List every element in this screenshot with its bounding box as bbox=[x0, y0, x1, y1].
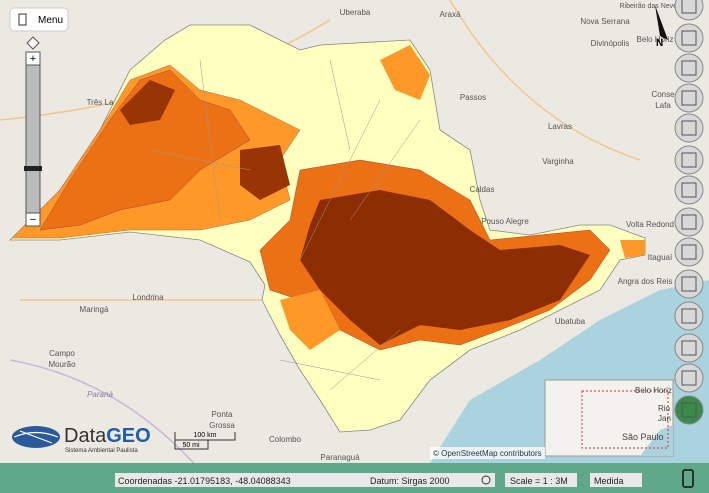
place-label: Londrina bbox=[132, 293, 164, 302]
place-label: Volta Redond bbox=[626, 220, 674, 229]
overview-sea bbox=[640, 425, 673, 456]
zoom-out-label[interactable]: − bbox=[30, 214, 36, 226]
tool-button[interactable] bbox=[674, 269, 704, 299]
coordinates-box bbox=[115, 473, 300, 487]
place-label: Araxá bbox=[440, 10, 461, 19]
north-label: N bbox=[656, 38, 663, 49]
measure[interactable]: Medida bbox=[594, 476, 624, 486]
place-label: Ubatuba bbox=[555, 317, 586, 326]
zoom-in-label[interactable]: + bbox=[30, 53, 36, 65]
tool-icon bbox=[681, 152, 697, 168]
scale-km: 100 km bbox=[194, 432, 217, 439]
scale-bar bbox=[174, 432, 236, 450]
mobile-icon[interactable] bbox=[682, 469, 694, 488]
place-label: Conse bbox=[651, 90, 675, 99]
place-label: Belo Horiz bbox=[637, 35, 674, 44]
zoom-handle[interactable] bbox=[24, 166, 42, 171]
menu-icon bbox=[18, 13, 27, 26]
tool-icon bbox=[681, 340, 697, 356]
tool-button[interactable] bbox=[674, 207, 704, 237]
region-dark bbox=[300, 190, 590, 345]
place-label: Lafa bbox=[655, 101, 671, 110]
tool-button[interactable] bbox=[674, 237, 704, 267]
place-label: Ponta bbox=[212, 410, 233, 419]
attribution-bg bbox=[430, 447, 545, 459]
datum: Datum: Sirgas 2000 bbox=[370, 476, 450, 486]
toolbar bbox=[674, 0, 704, 425]
tool-icon bbox=[681, 214, 697, 230]
tool-icon bbox=[681, 244, 697, 260]
logo-globe-lines bbox=[13, 430, 59, 444]
tool-icon bbox=[681, 30, 697, 46]
place-label: Campo bbox=[49, 349, 75, 358]
tool-icon bbox=[681, 182, 697, 198]
place-label: Uberaba bbox=[340, 8, 371, 17]
region-red-orange bbox=[39, 69, 251, 231]
overview-label: São Paulo bbox=[622, 432, 664, 442]
menu-label[interactable]: Menu bbox=[38, 15, 63, 26]
measure-box[interactable] bbox=[590, 473, 642, 487]
tool-icon bbox=[681, 370, 697, 386]
place-label: Caldas bbox=[470, 185, 495, 194]
place-label: Angra dos Reis bbox=[618, 277, 673, 286]
overview-label: Rio bbox=[658, 404, 671, 413]
tool-icon bbox=[681, 0, 697, 14]
logo-name: DataGEO bbox=[64, 425, 151, 447]
region-orange bbox=[280, 45, 430, 350]
place-label: Paranaguá bbox=[320, 453, 360, 462]
tool-button[interactable] bbox=[674, 301, 704, 331]
zoom-out[interactable] bbox=[25, 212, 41, 227]
tool-button[interactable] bbox=[674, 113, 704, 143]
logo-subtitle: Sistema Ambiental Paulista bbox=[65, 448, 138, 454]
municipal-borders bbox=[149, 59, 421, 391]
place-label: Itaguaí bbox=[648, 253, 673, 262]
attribution: © OpenStreetMap contributors bbox=[433, 449, 542, 458]
tool-icon bbox=[681, 308, 697, 324]
zoom-slider[interactable] bbox=[25, 51, 41, 227]
place-label: Ribeirão das Neves bbox=[619, 3, 681, 10]
region-orange bbox=[620, 240, 645, 258]
zoom-in[interactable] bbox=[25, 51, 41, 66]
tool-button[interactable] bbox=[674, 363, 704, 393]
tool-icon bbox=[681, 60, 697, 76]
tool-button[interactable] bbox=[674, 53, 704, 83]
tool-button[interactable] bbox=[674, 145, 704, 175]
tool-button[interactable] bbox=[674, 395, 704, 425]
logo-geo: GEO bbox=[106, 425, 150, 447]
tool-button[interactable] bbox=[674, 175, 704, 205]
place-label: Colombo bbox=[269, 435, 302, 444]
place-label: Paraná bbox=[87, 390, 113, 399]
overview-label: Jan bbox=[658, 414, 671, 423]
place-label: Passos bbox=[460, 93, 486, 102]
region-dark bbox=[120, 80, 290, 200]
tool-icon bbox=[681, 90, 697, 106]
place-label: Grossa bbox=[209, 421, 235, 430]
place-label: Três La bbox=[87, 98, 114, 107]
logo-data: Data bbox=[64, 425, 107, 447]
coordinates: Coordenadas -21.01795183, -48.04088343 bbox=[118, 476, 291, 486]
tool-icon bbox=[681, 120, 697, 136]
place-label: Pouso Alegre bbox=[481, 217, 529, 226]
datum-info[interactable] bbox=[481, 475, 491, 485]
place-label: Nova Serrana bbox=[580, 17, 630, 26]
tool-button[interactable] bbox=[674, 333, 704, 363]
datum-box bbox=[300, 473, 495, 487]
overview-label: Belo Horiz bbox=[635, 386, 672, 395]
tool-button[interactable] bbox=[674, 23, 704, 53]
place-label: Maringá bbox=[80, 305, 109, 314]
tool-button[interactable] bbox=[674, 83, 704, 113]
north-arrow bbox=[655, 5, 668, 40]
pan-diamond[interactable] bbox=[26, 36, 40, 50]
place-label: Lavras bbox=[548, 122, 572, 131]
overview-extent bbox=[581, 390, 669, 449]
place-label: Divinópolis bbox=[591, 39, 630, 48]
tool-icon bbox=[681, 402, 697, 418]
place-label: Mourão bbox=[48, 360, 76, 369]
scale-box[interactable] bbox=[505, 473, 577, 487]
place-label: Varginha bbox=[542, 157, 574, 166]
tool-icon bbox=[681, 276, 697, 292]
scale-mi: 50 mi bbox=[182, 442, 200, 449]
scale[interactable]: Scale = 1 : 3M bbox=[510, 476, 568, 486]
